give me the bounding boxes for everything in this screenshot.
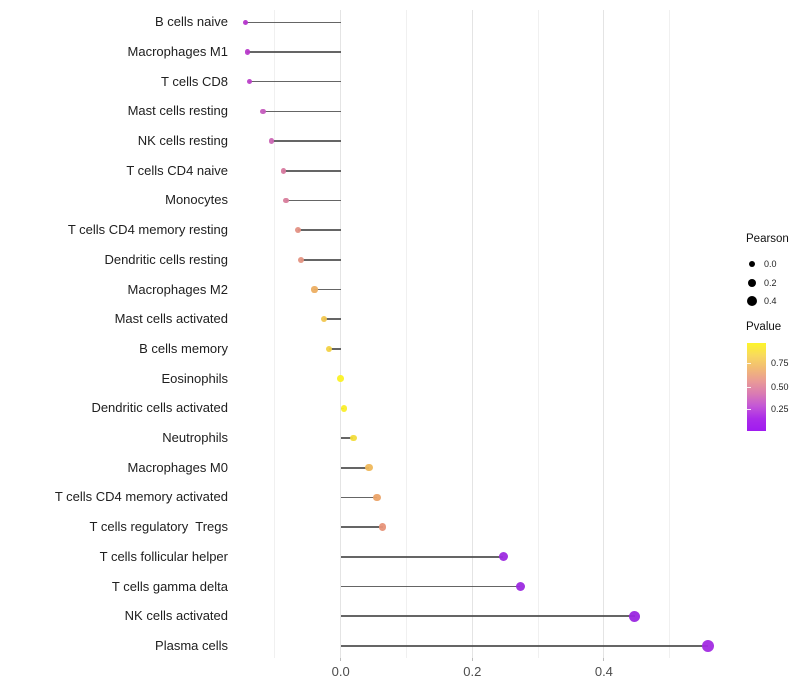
pvalue-colorbar-tick bbox=[747, 387, 751, 388]
gridline--0.1 bbox=[274, 10, 276, 658]
gridline-0.2 bbox=[471, 10, 473, 658]
gridline-0.1 bbox=[406, 10, 407, 658]
pvalue-colorbar bbox=[747, 343, 766, 431]
gridline-0.3 bbox=[537, 10, 539, 658]
category-label: T cells follicular helper bbox=[99, 548, 228, 564]
data-point bbox=[311, 286, 318, 293]
data-point bbox=[498, 552, 508, 562]
data-point bbox=[268, 138, 275, 144]
pvalue-colorbar-tick bbox=[747, 363, 751, 364]
pvalue-legend-title: Pvalue bbox=[746, 321, 782, 333]
data-point bbox=[365, 464, 373, 472]
category-label: Dendritic cells resting bbox=[104, 251, 228, 267]
lollipop-stem bbox=[340, 466, 369, 469]
lollipop-stem bbox=[286, 199, 341, 202]
x-axis-tick-label: 0.0 bbox=[331, 664, 350, 679]
pearson-legend-label: 0.2 bbox=[764, 278, 777, 288]
category-label: B cells naive bbox=[155, 14, 228, 30]
lollipop-stem bbox=[340, 556, 504, 558]
pearson-legend-title: Pearson bbox=[746, 233, 789, 245]
lollipop-stem bbox=[297, 229, 341, 231]
lollipop-stem bbox=[340, 496, 377, 499]
category-label: Mast cells activated bbox=[114, 311, 228, 327]
lollipop-stem bbox=[271, 140, 341, 142]
category-label: B cells memory bbox=[139, 340, 228, 356]
lollipop-stem bbox=[283, 169, 341, 172]
data-point bbox=[242, 19, 248, 25]
pearson-legend-dot bbox=[747, 278, 757, 288]
lollipop-stem bbox=[245, 21, 341, 24]
category-label: T cells regulatory Tregs bbox=[89, 519, 228, 535]
data-point bbox=[246, 79, 252, 85]
data-point bbox=[349, 434, 357, 442]
category-label: Macrophages M1 bbox=[127, 43, 228, 59]
category-label: Plasma cells bbox=[155, 637, 228, 653]
lollipop-stem bbox=[314, 288, 341, 291]
category-label: Mast cells resting bbox=[127, 103, 228, 119]
category-label: NK cells activated bbox=[124, 608, 228, 624]
lollipop-stem bbox=[300, 259, 341, 261]
lollipop-stem bbox=[340, 585, 521, 588]
category-label: NK cells resting bbox=[137, 133, 228, 149]
data-point bbox=[325, 345, 333, 353]
category-label: Macrophages M0 bbox=[127, 459, 228, 475]
category-label: Monocytes bbox=[165, 192, 228, 208]
gridline-0.4 bbox=[603, 10, 605, 658]
data-point bbox=[297, 256, 304, 263]
category-label: Macrophages M2 bbox=[127, 281, 228, 297]
data-point bbox=[283, 197, 289, 204]
x-axis-tick bbox=[603, 658, 605, 661]
lollipop-stem bbox=[340, 437, 354, 439]
category-label: Eosinophils bbox=[161, 370, 229, 386]
data-point bbox=[244, 49, 250, 55]
gridline-0 bbox=[340, 10, 342, 658]
lollipop-stem bbox=[340, 526, 383, 528]
lollipop-stem bbox=[324, 318, 341, 321]
data-point bbox=[321, 316, 328, 323]
pearson-legend-dot bbox=[748, 260, 756, 268]
data-point bbox=[294, 227, 301, 234]
data-point bbox=[701, 639, 715, 653]
lollipop-stem bbox=[340, 615, 635, 617]
data-point bbox=[515, 581, 526, 592]
data-point bbox=[629, 610, 641, 622]
data-point bbox=[379, 523, 387, 531]
lollipop-stem bbox=[247, 51, 341, 53]
data-point bbox=[340, 404, 348, 412]
pvalue-colorbar-label: 0.25 bbox=[771, 404, 789, 414]
category-label: T cells CD8 bbox=[161, 73, 228, 89]
x-axis-tick-label: 0.4 bbox=[594, 664, 613, 679]
category-label: T cells CD4 memory activated bbox=[54, 489, 228, 505]
category-label: Dendritic cells activated bbox=[91, 400, 228, 416]
pvalue-colorbar-label: 0.50 bbox=[771, 382, 789, 392]
category-label: T cells CD4 naive bbox=[126, 162, 228, 178]
pearson-legend-label: 0.0 bbox=[764, 259, 777, 269]
x-axis-tick-label: 0.2 bbox=[463, 664, 482, 679]
data-point bbox=[337, 375, 345, 382]
pearson-legend-label: 0.4 bbox=[764, 296, 777, 306]
category-label: T cells gamma delta bbox=[111, 578, 228, 594]
lollipop-stem bbox=[328, 348, 341, 350]
gridline-0.5 bbox=[669, 10, 671, 658]
pvalue-colorbar-tick bbox=[747, 409, 751, 410]
x-axis-tick bbox=[471, 658, 473, 661]
data-point bbox=[373, 493, 381, 502]
lollipop-stem bbox=[340, 645, 708, 647]
data-point bbox=[280, 167, 287, 174]
lollipop-stem bbox=[263, 110, 341, 113]
category-label: Neutrophils bbox=[162, 430, 228, 446]
pvalue-colorbar-label: 0.75 bbox=[771, 358, 789, 368]
lollipop-stem bbox=[249, 80, 341, 83]
data-point bbox=[260, 108, 266, 115]
x-axis-tick bbox=[340, 658, 342, 661]
category-label: T cells CD4 memory resting bbox=[67, 222, 228, 238]
pearson-legend-dot bbox=[746, 295, 758, 307]
